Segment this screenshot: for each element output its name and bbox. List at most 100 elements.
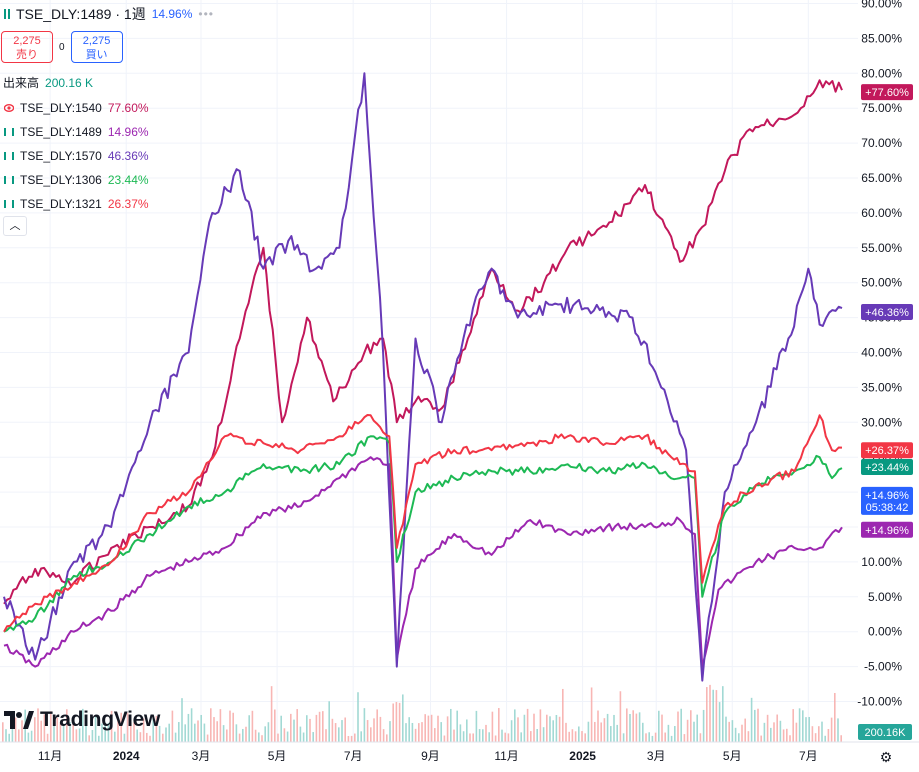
- volume-bar: [795, 722, 798, 742]
- legend-symbol: TSE_DLY:1321: [20, 197, 102, 211]
- volume-bar: [501, 729, 503, 742]
- volume-bar: [306, 715, 308, 742]
- volume-bar: [478, 729, 481, 742]
- volume-bar: [485, 724, 487, 742]
- legend-symbol: TSE_DLY:1489: [20, 125, 102, 139]
- volume-bar: [238, 733, 241, 742]
- legend-item[interactable]: TSE_DLY:1570 46.36%: [4, 144, 149, 168]
- volume-bar: [744, 718, 746, 742]
- x-tick-label: 2025: [569, 749, 596, 763]
- volume-bar: [750, 697, 753, 742]
- series-line[interactable]: [3, 79, 843, 605]
- volume-bar: [827, 729, 830, 742]
- volume-bar: [734, 727, 737, 742]
- x-tick-label: 2024: [113, 749, 140, 763]
- x-tick-label: 11月: [494, 749, 518, 763]
- volume-bar: [107, 722, 110, 742]
- volume-bar: [453, 729, 455, 742]
- volume-bar: [197, 720, 199, 742]
- volume-bar: [558, 716, 561, 742]
- legend-item[interactable]: TSE_DLY:1489 14.96%: [4, 120, 149, 144]
- sell-button[interactable]: 2,275 売り: [1, 31, 53, 63]
- volume-bar: [354, 733, 356, 742]
- volume-bar: [280, 715, 282, 742]
- x-tick-label: 7月: [799, 749, 818, 763]
- tradingview-logo[interactable]: TradingView: [4, 708, 160, 732]
- last-value-label-bg: [861, 442, 913, 459]
- volume-bar: [411, 722, 414, 742]
- volume-bar: [142, 718, 145, 742]
- volume-bar: [11, 724, 14, 742]
- last-value-label-bg: [861, 84, 913, 101]
- x-tick-label: 5月: [723, 749, 742, 763]
- legend-value: 26.37%: [107, 197, 149, 211]
- bars-icon: [4, 176, 14, 184]
- y-tick-label: 0.00%: [868, 625, 902, 639]
- volume-bar: [741, 724, 743, 742]
- volume-bar: [686, 719, 689, 742]
- volume-bar: [504, 732, 506, 742]
- sell-label: 売り: [16, 49, 38, 61]
- volume-bar: [187, 713, 190, 742]
- gear-icon[interactable]: ⚙: [879, 749, 893, 765]
- volume-bar: [494, 735, 497, 742]
- volume-bar: [120, 712, 122, 742]
- volume-bar: [232, 712, 234, 742]
- volume-bar: [542, 727, 545, 742]
- volume-bar: [174, 732, 177, 742]
- legend-item[interactable]: TSE_DLY:1306 23.44%: [4, 168, 149, 192]
- volume-bar: [293, 719, 295, 742]
- bars-icon: [4, 152, 14, 160]
- volume-value-tag-bg: [858, 724, 912, 740]
- volume-bar: [267, 722, 270, 742]
- volume-bar: [110, 710, 113, 742]
- volume-bar: [475, 710, 478, 742]
- volume-bar: [424, 714, 426, 742]
- volume-bar: [261, 735, 263, 742]
- volume-bar: [373, 718, 375, 742]
- volume-bar: [283, 728, 286, 742]
- symbol-bars-icon: [4, 9, 10, 19]
- legend-item[interactable]: TSE_DLY:1540 77.60%: [4, 96, 149, 120]
- time-axis[interactable]: [0, 742, 919, 772]
- x-tick-label: 3月: [647, 749, 666, 763]
- volume-bar: [520, 732, 522, 742]
- last-value-label-bg: [861, 304, 913, 321]
- volume-bar: [683, 734, 686, 742]
- volume-bar: [776, 714, 778, 742]
- y-tick-label: 5.00%: [868, 590, 902, 604]
- volume-bar: [549, 716, 551, 742]
- volume-bar: [798, 708, 801, 742]
- series-line[interactable]: [3, 414, 843, 633]
- trade-buttons: 2,275 売り 0 2,275 買い: [1, 31, 123, 63]
- volume-bar: [62, 724, 65, 742]
- volume-bar: [587, 721, 590, 742]
- volume-bar: [290, 713, 292, 742]
- y-tick-label: 65.00%: [861, 171, 902, 185]
- legend-item[interactable]: TSE_DLY:1321 26.37%: [4, 192, 149, 216]
- volume-bar: [482, 729, 484, 742]
- collapse-legend-button[interactable]: ︿: [3, 216, 27, 236]
- y-tick-label: 75.00%: [861, 101, 902, 115]
- price-axis[interactable]: [858, 0, 919, 742]
- volume-bar: [245, 726, 247, 742]
- series-line[interactable]: [3, 72, 843, 682]
- volume-bar: [789, 735, 791, 742]
- symbol-title[interactable]: TSE_DLY:1489 · 1週: [16, 6, 146, 22]
- volume-bar: [149, 735, 151, 742]
- more-options-button[interactable]: •••: [198, 7, 215, 21]
- volume-bar: [696, 714, 698, 742]
- volume-bar: [773, 722, 775, 742]
- volume-bar: [664, 732, 666, 742]
- volume-bar: [229, 710, 231, 742]
- volume-bar: [821, 721, 823, 742]
- volume-bar: [34, 717, 36, 742]
- volume-bar: [53, 719, 55, 742]
- volume-bar: [446, 716, 449, 742]
- volume-bar: [670, 735, 673, 742]
- buy-button[interactable]: 2,275 買い: [70, 31, 123, 63]
- eye-icon[interactable]: [4, 104, 14, 112]
- volume-legend[interactable]: 出来高 200.16 K: [3, 74, 93, 91]
- series-line[interactable]: [3, 456, 843, 668]
